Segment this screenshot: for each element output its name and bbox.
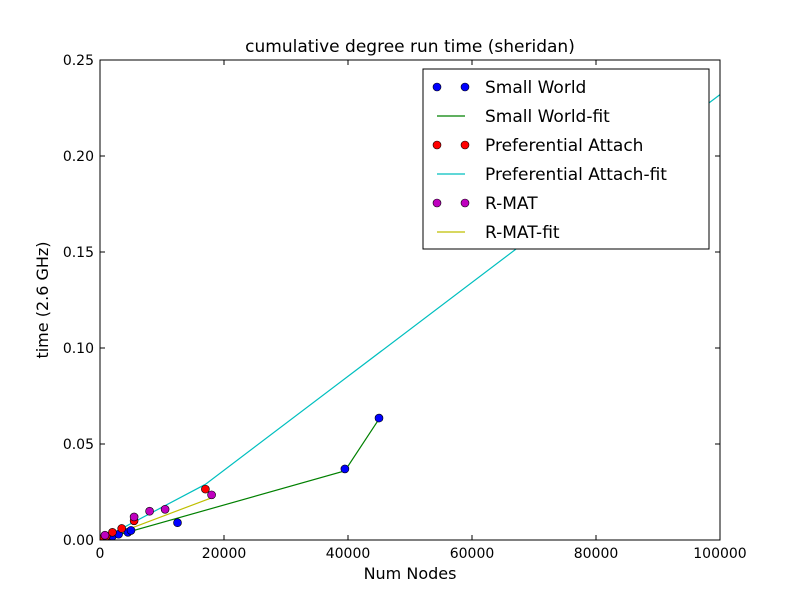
legend-label: Small World xyxy=(485,78,586,98)
x-tick-label: 100000 xyxy=(693,546,746,562)
axes-frame xyxy=(99,59,721,541)
legend: Small World Small World-fit Preferential A… xyxy=(422,68,710,250)
x-tick-label: 0 xyxy=(96,546,105,562)
legend-marker xyxy=(460,82,470,92)
data-point xyxy=(129,512,139,522)
y-tick-label: 0.15 xyxy=(63,245,94,261)
legend-marker xyxy=(460,198,470,208)
x-axis-label: Num Nodes xyxy=(364,564,457,583)
y-tick-label: 0.25 xyxy=(63,53,94,69)
data-point xyxy=(145,506,154,516)
data-point xyxy=(160,504,170,514)
data-point xyxy=(207,490,216,500)
data-point xyxy=(126,526,136,535)
legend-box xyxy=(422,68,710,250)
y-tick-label: 0.10 xyxy=(63,341,94,357)
series-line-1 xyxy=(100,418,380,540)
data-point xyxy=(201,484,210,494)
legend-label: Preferential Attach xyxy=(485,136,643,156)
y-axis-label: time (2.6 GHz) xyxy=(33,241,52,358)
legend-marker xyxy=(460,140,470,150)
x-tick-label: 80000 xyxy=(574,546,619,562)
data-point xyxy=(340,464,350,474)
y-tick-label: 0.00 xyxy=(63,533,94,549)
ticks-layer: 0 20000 40000 60000 80000 100000 0.00 0.05 0.10 0… xyxy=(63,53,747,562)
x-tick-label: 20000 xyxy=(202,546,247,562)
x-tick-label: 40000 xyxy=(326,546,371,562)
y-tick-label: 0.20 xyxy=(63,149,94,165)
legend-marker xyxy=(432,198,442,208)
chart-title: cumulative degree run time (sheridan) xyxy=(245,37,575,57)
legend-label: R-MAT-fit xyxy=(485,223,560,243)
data-point xyxy=(108,528,117,537)
data-point xyxy=(173,518,182,528)
data-point xyxy=(374,413,384,423)
data-point xyxy=(100,530,110,540)
legend-label: Preferential Attach-fit xyxy=(485,165,667,185)
x-tick-label: 60000 xyxy=(450,546,495,562)
data-point xyxy=(117,524,126,533)
legend-label: R-MAT xyxy=(485,194,538,214)
legend-label: Small World-fit xyxy=(485,107,610,127)
legend-marker xyxy=(432,140,442,150)
y-tick-label: 0.05 xyxy=(63,437,94,453)
legend-marker xyxy=(432,82,442,92)
